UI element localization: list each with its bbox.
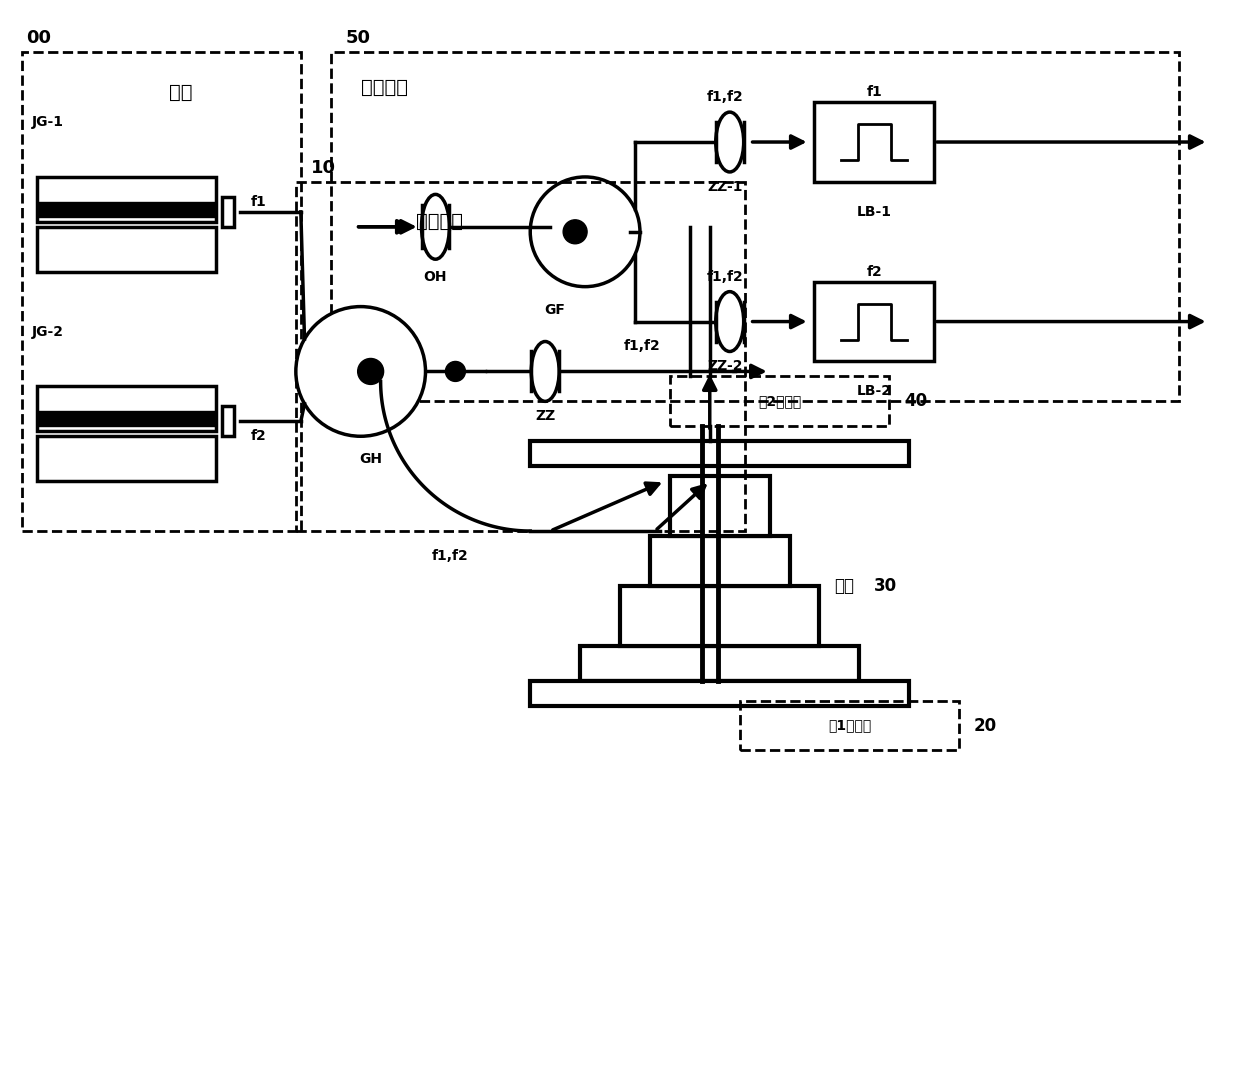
Bar [815,102,934,182]
Bar [531,681,909,706]
Ellipse shape [715,292,744,351]
Text: 合束模块: 合束模块 [415,212,463,231]
Bar [36,177,216,222]
Text: 00: 00 [26,29,52,48]
Text: 30: 30 [874,577,898,595]
Bar [222,406,234,437]
Bar [222,197,234,227]
Bar [296,182,745,531]
Text: f1,f2: f1,f2 [707,90,743,104]
Text: 分光模块: 分光模块 [361,78,408,96]
Text: 光源: 光源 [170,82,193,102]
Bar [531,441,909,466]
Text: f1: f1 [867,85,882,99]
Text: f1,f2: f1,f2 [624,339,661,353]
Text: f1: f1 [250,195,267,209]
Circle shape [357,359,383,385]
Text: LB-1: LB-1 [857,204,892,218]
Bar [36,386,216,431]
Text: 50: 50 [346,29,371,48]
Text: JG-2: JG-2 [31,324,63,338]
Bar [670,476,770,536]
Text: f2: f2 [867,265,882,279]
Bar [580,645,859,681]
Text: GH: GH [360,452,382,466]
Text: ZZ-1: ZZ-1 [707,179,743,193]
Text: 第1反射镜: 第1反射镜 [828,719,870,733]
Bar [36,202,216,217]
Text: 转台: 转台 [835,577,854,595]
Bar [36,437,216,481]
Bar [36,227,216,271]
Text: JG-1: JG-1 [31,115,63,129]
Bar [620,586,820,645]
Text: ZZ-2: ZZ-2 [707,360,743,373]
Bar [670,376,889,426]
Text: f1,f2: f1,f2 [707,269,743,283]
Text: LB-2: LB-2 [857,385,892,399]
Bar [740,700,959,750]
Ellipse shape [715,112,744,172]
Text: 10: 10 [311,159,336,177]
Text: 40: 40 [904,392,928,411]
Circle shape [563,219,587,243]
Bar [650,536,790,586]
Bar [21,52,301,531]
Ellipse shape [422,195,449,259]
Circle shape [531,177,640,286]
Text: f1,f2: f1,f2 [432,549,469,563]
Text: GF: GF [544,303,565,317]
Text: 第2反射镜: 第2反射镜 [758,395,801,409]
Text: 20: 20 [975,717,997,734]
Ellipse shape [531,342,559,401]
Bar [331,52,1178,401]
Bar [815,282,934,361]
Text: f2: f2 [250,429,267,443]
Text: OH: OH [424,269,448,283]
Circle shape [296,307,425,437]
Circle shape [445,361,465,382]
Text: ZZ: ZZ [536,410,556,424]
Bar [36,412,216,426]
